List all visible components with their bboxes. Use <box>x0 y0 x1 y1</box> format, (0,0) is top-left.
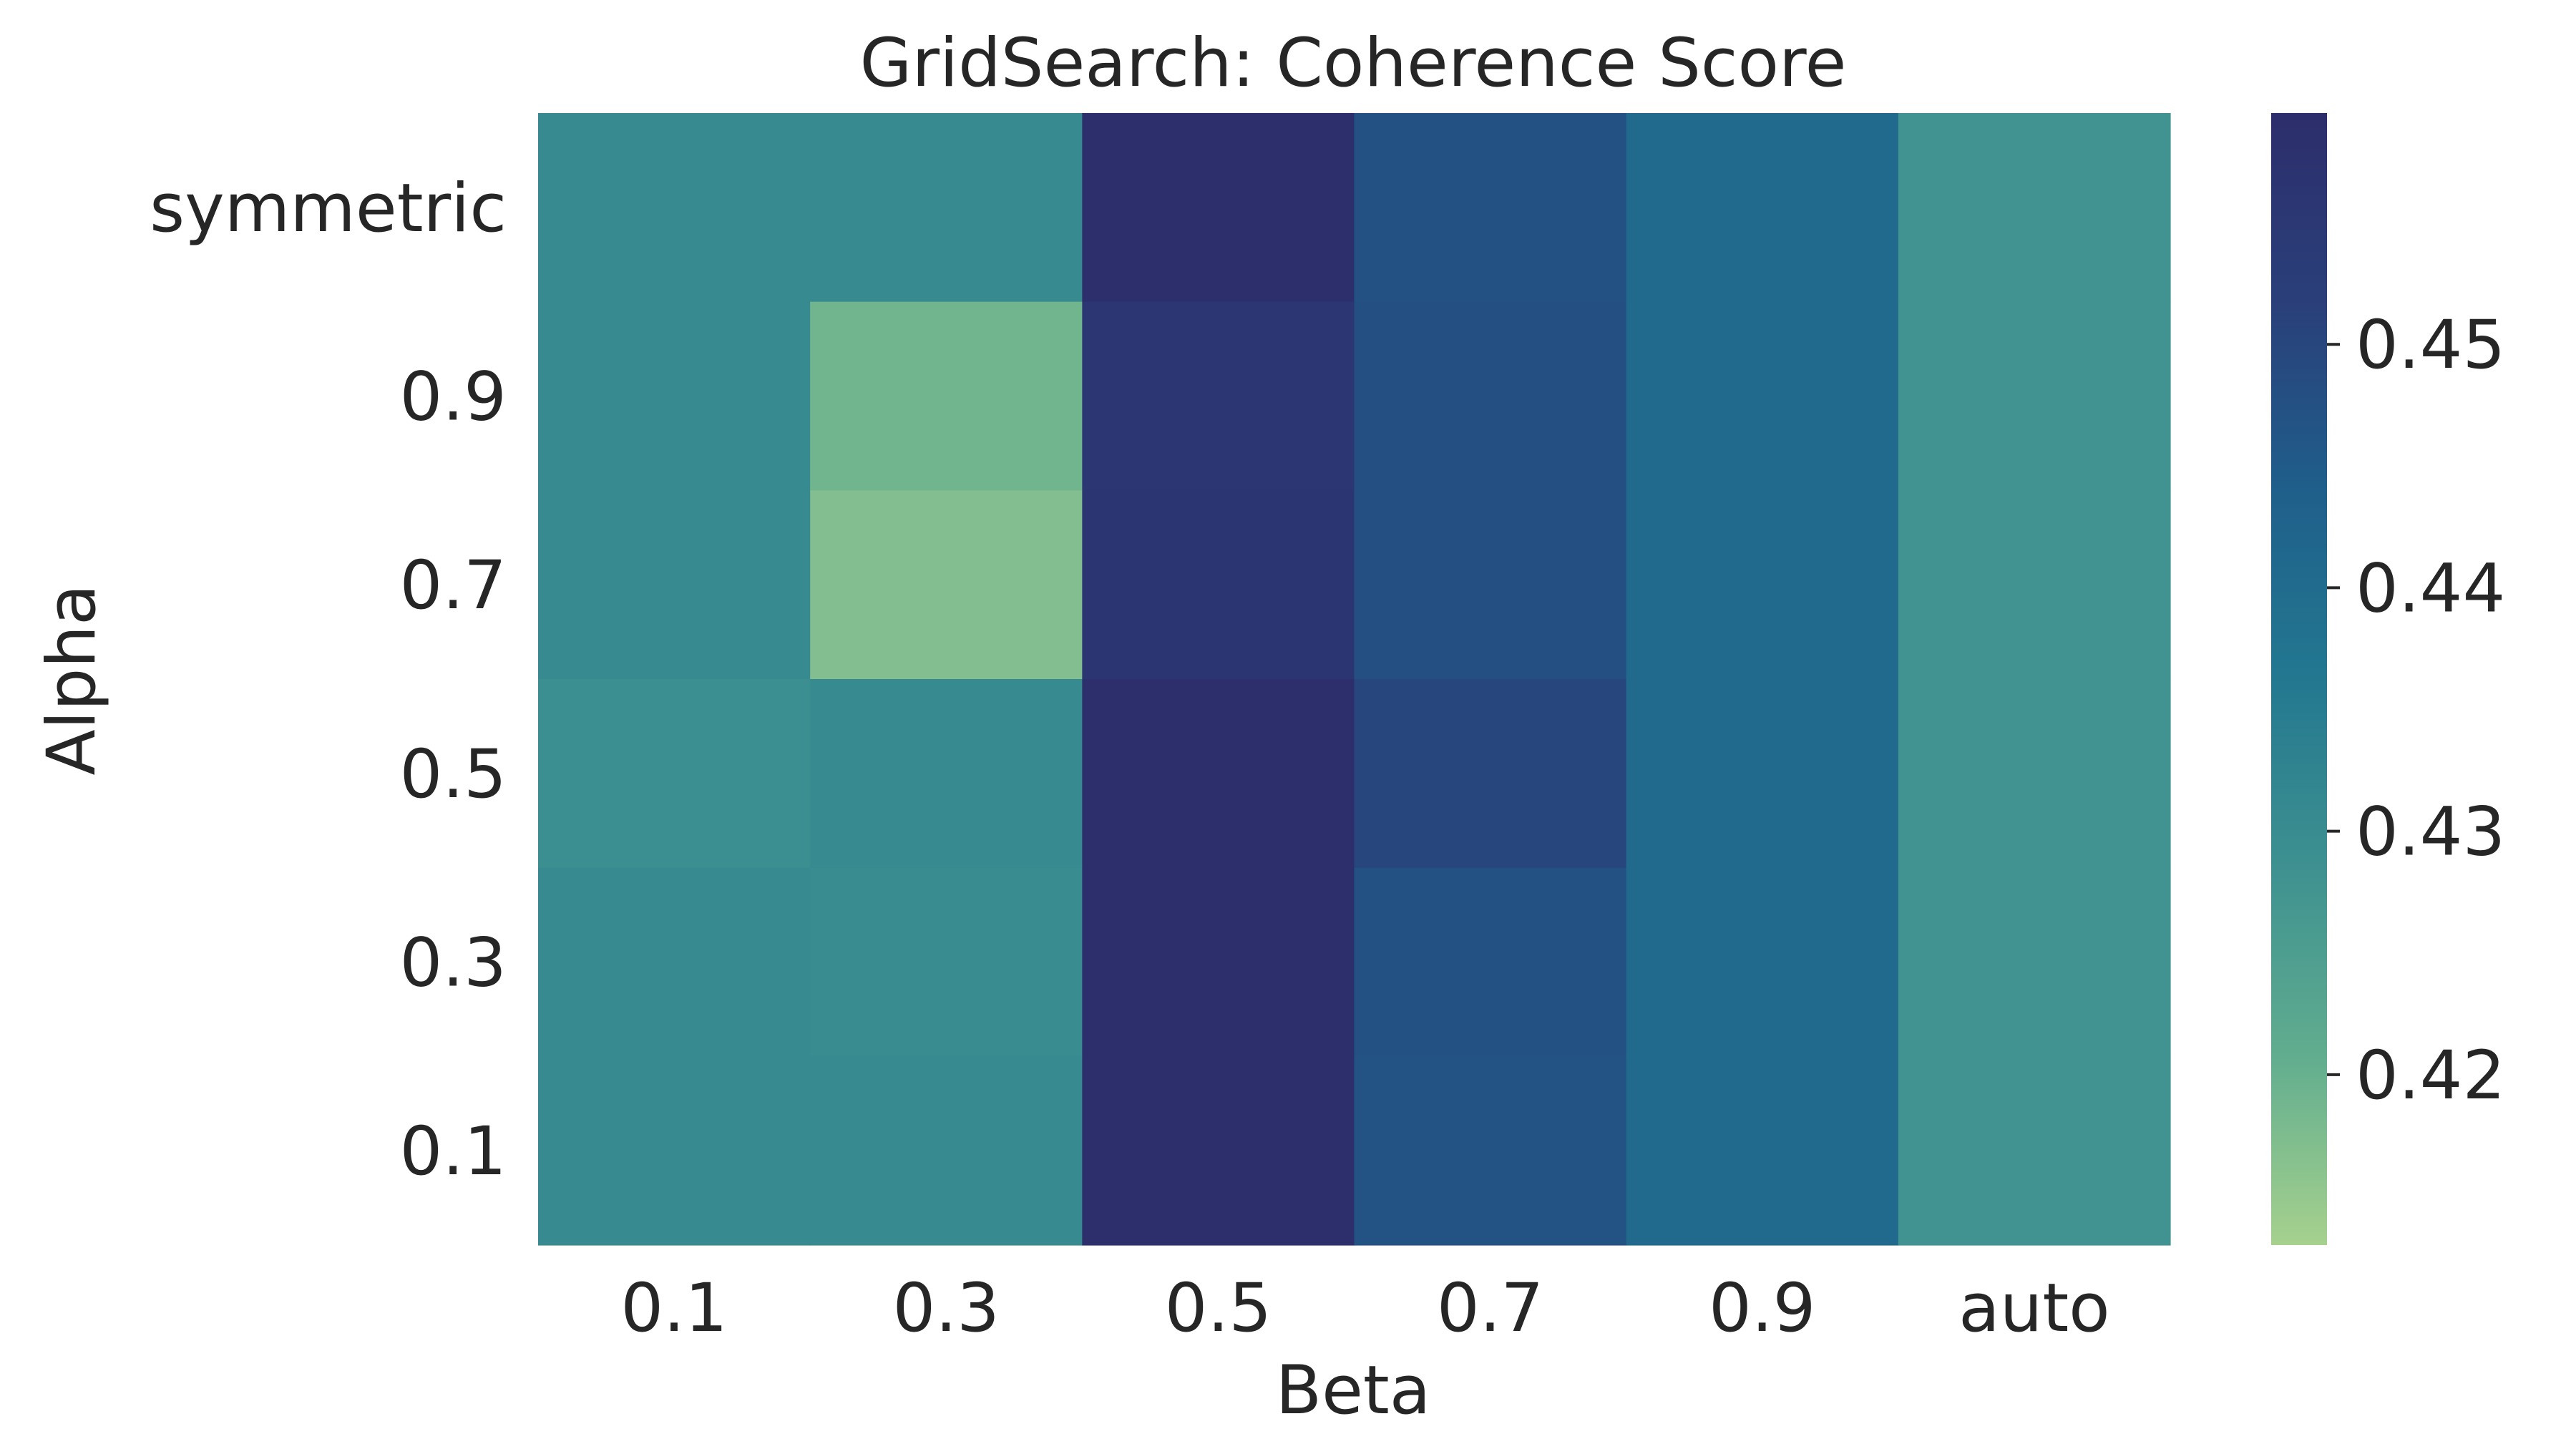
y-tick-label: 0.7 <box>400 547 507 625</box>
x-tick-label: auto <box>1958 1269 2110 1347</box>
heatmap-cell <box>810 679 1083 869</box>
y-tick-label: symmetric <box>150 170 507 248</box>
heatmap-cell <box>1082 301 1355 491</box>
heatmap-cell <box>810 490 1083 680</box>
x-axis-label: Beta <box>1276 1352 1431 1430</box>
colorbar-tick-label: 0.43 <box>2356 794 2505 872</box>
x-tick-labels: 0.1 0.3 0.5 0.7 0.9 auto <box>620 1269 2109 1347</box>
heatmap-cell <box>1898 1056 2171 1246</box>
heatmap-cell <box>1354 679 1627 869</box>
colorbar-ticks: 0.42 0.43 0.44 0.45 <box>2327 306 2505 1115</box>
colorbar: 0.42 0.43 0.44 0.45 <box>2271 113 2505 1245</box>
heatmap-cell <box>1354 113 1627 303</box>
heatmap-cell <box>1082 1056 1355 1246</box>
y-tick-label: 0.1 <box>400 1113 507 1191</box>
heatmap-cell <box>538 867 811 1057</box>
x-tick-label: 0.9 <box>1709 1269 1816 1347</box>
heatmap-cells <box>538 113 2171 1246</box>
colorbar-tick-label: 0.45 <box>2356 306 2505 384</box>
heatmap-cell <box>1626 679 1899 869</box>
y-tick-label: 0.5 <box>400 736 507 814</box>
heatmap-cell <box>810 1056 1083 1246</box>
y-tick-label: 0.9 <box>400 358 507 436</box>
heatmap-cell <box>538 679 811 869</box>
heatmap-cell <box>1898 490 2171 680</box>
x-tick-label: 0.1 <box>620 1269 728 1347</box>
heatmap-cell <box>538 490 811 680</box>
heatmap-cell <box>1626 490 1899 680</box>
colorbar-tick-label: 0.42 <box>2356 1037 2505 1115</box>
heatmap-cell <box>1082 490 1355 680</box>
heatmap-cell <box>1898 113 2171 303</box>
colorbar-tick-label: 0.44 <box>2356 550 2505 628</box>
x-tick-label: 0.7 <box>1437 1269 1544 1347</box>
heatmap-cell <box>1626 867 1899 1057</box>
heatmap-cell <box>1626 113 1899 303</box>
heatmap-cell <box>1626 301 1899 491</box>
heatmap-cell <box>538 301 811 491</box>
x-tick-label: 0.3 <box>893 1269 1000 1347</box>
heatmap-cell <box>1354 1056 1627 1246</box>
heatmap-cell <box>810 301 1083 491</box>
heatmap-cell <box>538 1056 811 1246</box>
heatmap-cell <box>1898 679 2171 869</box>
y-tick-label: 0.3 <box>400 924 507 1002</box>
heatmap-cell <box>1082 113 1355 303</box>
x-tick-label: 0.5 <box>1165 1269 1272 1347</box>
heatmap-cell <box>1354 867 1627 1057</box>
heatmap-cell <box>1898 301 2171 491</box>
heatmap-cell <box>1082 679 1355 869</box>
heatmap-cell <box>538 113 811 303</box>
heatmap-cell <box>1354 490 1627 680</box>
heatmap-cell <box>1082 867 1355 1057</box>
heatmap-cell <box>1626 1056 1899 1246</box>
y-axis-label: Alpha <box>33 584 111 775</box>
heatmap-cell <box>1898 867 2171 1057</box>
heatmap-cell <box>1354 301 1627 491</box>
y-tick-labels: symmetric 0.9 0.7 0.5 0.3 0.1 <box>150 170 507 1191</box>
heatmap-cell <box>810 867 1083 1057</box>
colorbar-gradient <box>2271 113 2327 1245</box>
chart-title: GridSearch: Coherence Score <box>860 24 1847 102</box>
heatmap-cell <box>810 113 1083 303</box>
